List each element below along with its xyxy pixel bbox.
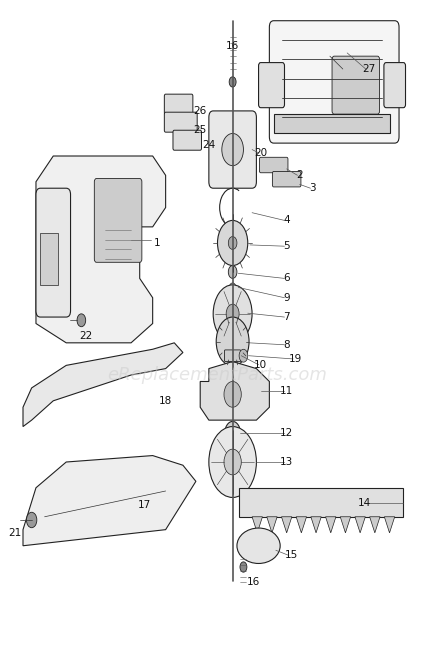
Polygon shape <box>369 517 379 533</box>
Text: 26: 26 <box>193 106 206 116</box>
Polygon shape <box>339 517 350 533</box>
Circle shape <box>224 382 241 407</box>
Circle shape <box>239 349 247 362</box>
Polygon shape <box>23 455 195 546</box>
Text: 12: 12 <box>279 428 293 438</box>
Polygon shape <box>36 156 165 343</box>
Text: 27: 27 <box>362 64 375 74</box>
Text: 20: 20 <box>253 148 266 158</box>
FancyBboxPatch shape <box>164 94 192 114</box>
Polygon shape <box>310 517 320 533</box>
Circle shape <box>208 426 256 498</box>
FancyBboxPatch shape <box>258 63 284 107</box>
Text: 3: 3 <box>309 183 315 193</box>
FancyBboxPatch shape <box>94 179 141 262</box>
Text: 22: 22 <box>79 331 92 342</box>
Polygon shape <box>266 517 276 533</box>
FancyBboxPatch shape <box>36 188 70 317</box>
FancyBboxPatch shape <box>331 56 379 114</box>
Circle shape <box>221 133 243 166</box>
Circle shape <box>229 283 236 293</box>
Circle shape <box>224 449 241 475</box>
Circle shape <box>226 304 239 324</box>
Circle shape <box>26 512 37 528</box>
Polygon shape <box>200 362 269 420</box>
Text: 15: 15 <box>284 551 297 560</box>
Text: 9: 9 <box>283 292 289 303</box>
Polygon shape <box>354 517 365 533</box>
Text: 17: 17 <box>137 500 150 510</box>
Text: 14: 14 <box>357 498 370 508</box>
Circle shape <box>228 265 237 278</box>
Text: 6: 6 <box>283 274 289 283</box>
Circle shape <box>77 314 85 327</box>
FancyBboxPatch shape <box>173 130 201 150</box>
Text: 11: 11 <box>279 386 293 396</box>
Text: 2: 2 <box>296 170 302 181</box>
FancyBboxPatch shape <box>224 350 240 362</box>
Text: 21: 21 <box>9 528 22 538</box>
Polygon shape <box>23 343 183 426</box>
Text: 13: 13 <box>279 457 293 467</box>
Polygon shape <box>281 517 291 533</box>
FancyBboxPatch shape <box>269 21 398 143</box>
Text: 1: 1 <box>153 238 160 248</box>
FancyBboxPatch shape <box>272 171 300 187</box>
Polygon shape <box>239 488 402 517</box>
Circle shape <box>217 221 247 265</box>
Polygon shape <box>384 517 394 533</box>
Bar <box>273 114 389 133</box>
Circle shape <box>224 421 240 444</box>
Text: 7: 7 <box>283 312 289 322</box>
FancyBboxPatch shape <box>208 111 256 188</box>
FancyBboxPatch shape <box>383 63 404 107</box>
Text: 8: 8 <box>283 340 289 350</box>
Circle shape <box>230 429 235 437</box>
Circle shape <box>240 562 247 572</box>
Polygon shape <box>296 517 306 533</box>
Text: 25: 25 <box>193 126 206 135</box>
Text: 16: 16 <box>226 41 239 52</box>
Text: 19: 19 <box>288 354 301 364</box>
Text: 4: 4 <box>283 215 289 225</box>
Circle shape <box>229 77 236 87</box>
Text: 10: 10 <box>253 360 266 369</box>
Circle shape <box>216 317 249 366</box>
Bar <box>40 234 57 285</box>
Text: 24: 24 <box>202 140 215 150</box>
Circle shape <box>213 285 251 343</box>
Text: 16: 16 <box>246 578 259 587</box>
Ellipse shape <box>237 528 279 564</box>
Circle shape <box>228 237 237 249</box>
Polygon shape <box>325 517 335 533</box>
FancyBboxPatch shape <box>164 112 197 132</box>
Polygon shape <box>251 517 262 533</box>
Text: 18: 18 <box>159 396 172 406</box>
Text: 5: 5 <box>283 241 289 251</box>
Text: eReplacementParts.com: eReplacementParts.com <box>107 366 327 384</box>
FancyBboxPatch shape <box>259 157 287 173</box>
